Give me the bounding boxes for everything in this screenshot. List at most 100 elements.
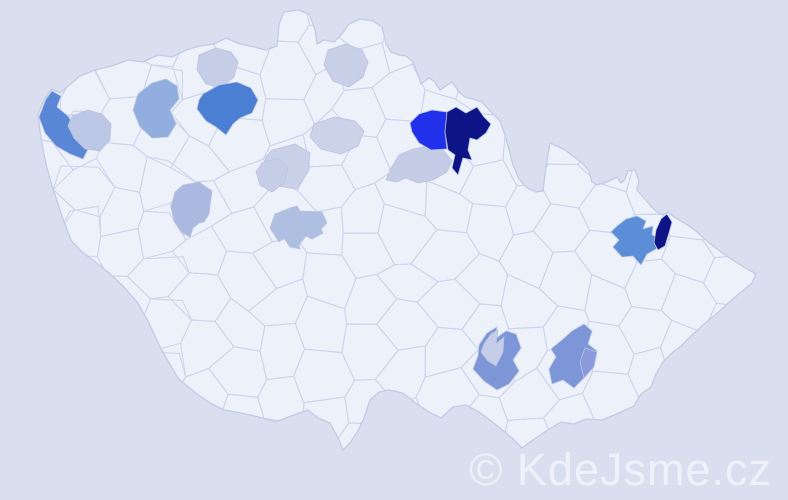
district-cell xyxy=(697,161,756,212)
district-cell xyxy=(293,485,349,500)
district-region-ne-navy[interactable] xyxy=(653,213,673,251)
district-cell xyxy=(703,25,751,76)
district-cell xyxy=(702,210,752,259)
watermark: © KdeJsme.cz xyxy=(469,444,772,495)
district-cell xyxy=(99,462,153,500)
district-cell xyxy=(461,10,521,22)
district-cell xyxy=(778,63,788,112)
district-cell xyxy=(668,94,712,136)
district-cell xyxy=(785,0,788,25)
district-cell xyxy=(585,0,636,7)
district-cell xyxy=(18,460,62,500)
district-cell xyxy=(587,92,643,147)
district-cell xyxy=(59,445,110,450)
district-cell xyxy=(215,10,278,18)
district-cell xyxy=(215,444,267,450)
district-cell xyxy=(89,0,156,2)
district-cell xyxy=(540,17,594,76)
district-cell xyxy=(0,346,35,404)
district-cell xyxy=(538,68,590,117)
district-cell xyxy=(142,489,189,500)
district-cell xyxy=(744,281,756,333)
district-cell xyxy=(140,439,184,450)
district-cell xyxy=(535,10,603,20)
district-cell xyxy=(60,15,117,72)
district-cell xyxy=(580,10,634,49)
district-cell xyxy=(138,401,183,443)
district-cell xyxy=(262,465,314,500)
district-cell xyxy=(625,112,680,171)
district-cell xyxy=(38,420,61,450)
district-region-nw-medium[interactable] xyxy=(132,78,180,139)
district-cell xyxy=(736,186,756,234)
district-cell xyxy=(668,132,711,196)
district-cell xyxy=(381,446,441,450)
district-region-west-central-medium[interactable] xyxy=(170,181,213,238)
district-cell xyxy=(51,484,104,500)
district-cell xyxy=(699,398,751,445)
district-cell xyxy=(0,401,25,444)
district-cell xyxy=(743,138,756,195)
district-region-west-tip-blue[interactable] xyxy=(38,90,90,160)
district-cell xyxy=(494,38,558,97)
district-cell xyxy=(697,67,756,117)
district-cell xyxy=(778,24,788,74)
district-cell xyxy=(742,323,756,381)
district-cell xyxy=(586,43,630,96)
district-cell xyxy=(290,441,359,450)
district-region-central-light-2[interactable] xyxy=(255,157,289,193)
district-region-north-light-1[interactable] xyxy=(196,47,239,89)
district-cell xyxy=(708,109,756,164)
district-region-nw-strong-blue[interactable] xyxy=(196,81,259,136)
district-cell xyxy=(38,236,69,287)
district-cell xyxy=(783,251,788,309)
district-cell xyxy=(38,277,75,333)
district-cell xyxy=(504,91,548,141)
district-cell xyxy=(654,10,721,51)
district-region-south-moravia-inner-light[interactable] xyxy=(480,329,505,367)
district-cell xyxy=(412,10,477,48)
district-cell xyxy=(410,421,471,450)
district-cell xyxy=(38,51,75,99)
district-cell xyxy=(60,10,114,21)
district-region-north-central-light[interactable] xyxy=(309,116,365,155)
district-cell xyxy=(130,10,189,25)
district-region-north-bright-blue[interactable] xyxy=(409,109,448,151)
district-cell xyxy=(0,484,20,500)
district-cell xyxy=(0,209,19,259)
district-cell xyxy=(741,39,756,100)
district-cell xyxy=(377,494,434,500)
district-cell xyxy=(50,391,109,446)
district-cell xyxy=(174,0,238,2)
district-cell xyxy=(263,418,315,450)
district-cell xyxy=(0,62,26,118)
district-cell xyxy=(215,494,276,500)
district-region-ne-medium-blue[interactable] xyxy=(610,215,664,266)
district-region-north-navy[interactable] xyxy=(444,106,492,176)
district-cell xyxy=(504,0,549,7)
district-region-north-light-2[interactable] xyxy=(323,43,369,88)
district-cell xyxy=(669,373,719,427)
district-cell xyxy=(666,0,714,5)
district-cell xyxy=(783,297,788,358)
district-cell xyxy=(95,10,148,55)
district-cell xyxy=(783,487,788,500)
district-cell xyxy=(0,0,24,30)
district-region-central-medium[interactable] xyxy=(269,205,328,250)
district-cell xyxy=(0,23,25,77)
district-cell xyxy=(0,123,25,167)
district-region-west-light[interactable] xyxy=(67,109,112,152)
district-cell xyxy=(38,376,62,422)
district-cell xyxy=(664,44,714,99)
district-cell xyxy=(47,347,108,404)
district-cell xyxy=(177,465,223,500)
district-cell xyxy=(624,15,673,76)
district-cell xyxy=(623,62,678,124)
district-region-se-medium-2[interactable] xyxy=(579,347,598,379)
district-cell xyxy=(0,447,21,497)
district-cell xyxy=(0,254,30,309)
district-cell xyxy=(462,18,513,70)
district-cell xyxy=(699,347,756,401)
